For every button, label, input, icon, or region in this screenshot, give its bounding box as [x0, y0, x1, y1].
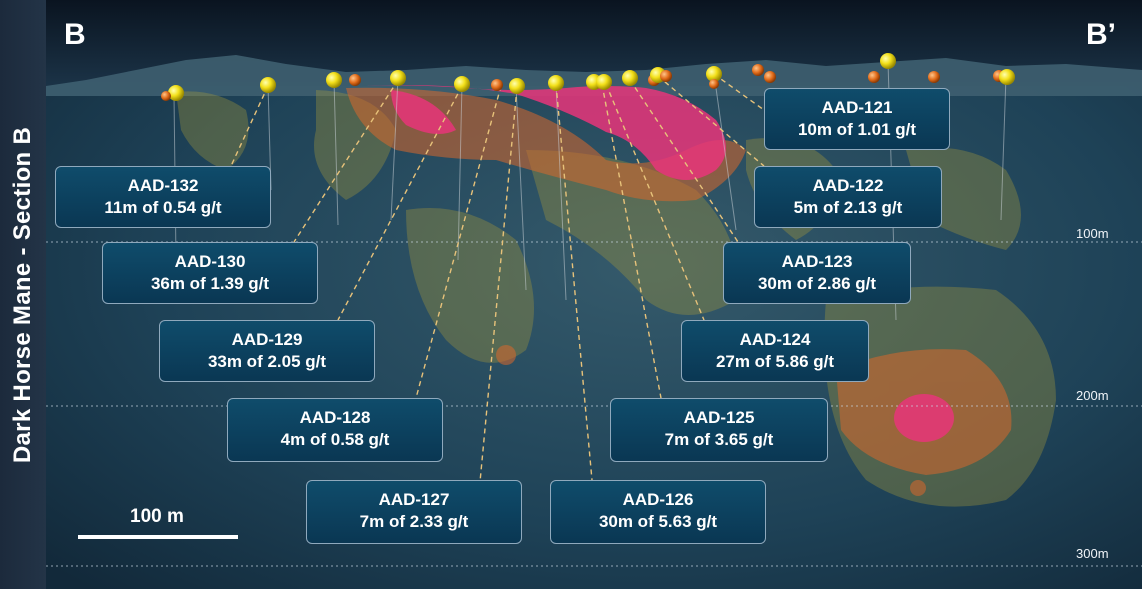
- section-start-label: B: [64, 18, 86, 51]
- hole-card-aad-122: AAD-122 5m of 2.13 g/t: [754, 166, 942, 228]
- hole-result: 5m of 2.13 g/t: [793, 198, 903, 217]
- depth-label-100: 100m: [1076, 226, 1109, 241]
- hole-id: AAD-132: [127, 176, 199, 195]
- hole-result: 36m of 1.39 g/t: [150, 274, 270, 293]
- hole-id: AAD-123: [781, 252, 853, 271]
- high-grade-shells: [366, 85, 954, 442]
- hole-id: AAD-125: [683, 408, 755, 427]
- hole-result: 10m of 1.01 g/t: [797, 120, 917, 139]
- hole-card-aad-127: AAD-127 7m of 2.33 g/t: [306, 480, 522, 544]
- hole-result: 27m of 5.86 g/t: [715, 352, 835, 371]
- hole-result: 30m of 5.63 g/t: [598, 512, 718, 531]
- hole-card-aad-121: AAD-121 10m of 1.01 g/t: [764, 88, 950, 150]
- depth-label-300: 300m: [1076, 546, 1109, 561]
- hole-card-aad-130: AAD-130 36m of 1.39 g/t: [102, 242, 318, 304]
- hole-id: AAD-130: [174, 252, 246, 271]
- scale-label: 100 m: [130, 506, 184, 527]
- hole-card-aad-123: AAD-123 30m of 2.86 g/t: [723, 242, 911, 304]
- hole-card-aad-126: AAD-126 30m of 5.63 g/t: [550, 480, 766, 544]
- depth-label-200: 200m: [1076, 388, 1109, 403]
- sidebar: Dark Horse Mane - Section B: [0, 0, 46, 589]
- hole-id: AAD-124: [739, 330, 811, 349]
- hole-id: AAD-127: [378, 490, 450, 509]
- hole-card-aad-129: AAD-129 33m of 2.05 g/t: [159, 320, 375, 382]
- hole-result: 7m of 3.65 g/t: [664, 430, 774, 449]
- hole-id: AAD-126: [622, 490, 694, 509]
- leader-lines: [230, 73, 765, 483]
- hole-id: AAD-128: [299, 408, 371, 427]
- section-graphic: [46, 0, 1142, 589]
- hole-result: 11m of 0.54 g/t: [104, 198, 222, 217]
- section-title: Dark Horse Mane - Section B: [9, 126, 36, 464]
- hole-result: 4m of 0.58 g/t: [280, 430, 390, 449]
- section-end-label: B’: [1086, 18, 1116, 51]
- hole-card-aad-128: AAD-128 4m of 0.58 g/t: [227, 398, 443, 462]
- cross-section-view: B B’ 100m 200m 300m 100 m AAD-121 10m of…: [46, 0, 1142, 589]
- hole-result: 33m of 2.05 g/t: [207, 352, 327, 371]
- hole-id: AAD-121: [821, 98, 893, 117]
- drill-collars: [161, 53, 1015, 101]
- hole-card-aad-132: AAD-132 11m of 0.54 g/t: [55, 166, 271, 228]
- hole-id: AAD-129: [231, 330, 303, 349]
- hole-id: AAD-122: [812, 176, 884, 195]
- hole-result: 30m of 2.86 g/t: [757, 274, 877, 293]
- hole-card-aad-124: AAD-124 27m of 5.86 g/t: [681, 320, 869, 382]
- hole-card-aad-125: AAD-125 7m of 3.65 g/t: [610, 398, 828, 462]
- hole-result: 7m of 2.33 g/t: [359, 512, 469, 531]
